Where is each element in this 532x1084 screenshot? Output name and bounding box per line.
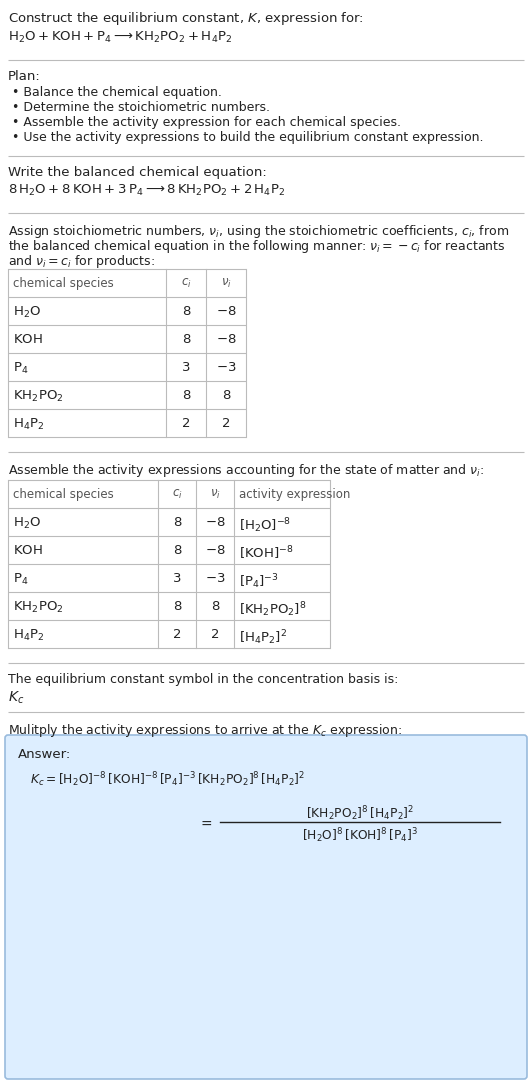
Text: $-8$: $-8$	[205, 544, 225, 557]
Text: $\mathrm{H_2O}$: $\mathrm{H_2O}$	[13, 305, 41, 320]
Text: $[\mathrm{KH_2PO_2}]^{8}$: $[\mathrm{KH_2PO_2}]^{8}$	[239, 601, 306, 619]
FancyBboxPatch shape	[5, 735, 527, 1079]
Text: $[\mathrm{P_4}]^{-3}$: $[\mathrm{P_4}]^{-3}$	[239, 572, 279, 591]
Text: 8: 8	[173, 601, 181, 612]
Text: The equilibrium constant symbol in the concentration basis is:: The equilibrium constant symbol in the c…	[8, 673, 398, 686]
Text: $\nu_i$: $\nu_i$	[210, 488, 220, 501]
Text: 8: 8	[182, 333, 190, 346]
Text: $-3$: $-3$	[216, 361, 236, 374]
Text: • Assemble the activity expression for each chemical species.: • Assemble the activity expression for e…	[12, 116, 401, 129]
Text: Assemble the activity expressions accounting for the state of matter and $\nu_i$: Assemble the activity expressions accoun…	[8, 462, 484, 479]
Text: 8: 8	[182, 389, 190, 402]
Text: Construct the equilibrium constant, $K$, expression for:: Construct the equilibrium constant, $K$,…	[8, 10, 364, 27]
Text: $K_c$: $K_c$	[8, 691, 24, 707]
Text: $[\mathrm{H_2O}]^{8}\,[\mathrm{KOH}]^{8}\,[\mathrm{P_4}]^{3}$: $[\mathrm{H_2O}]^{8}\,[\mathrm{KOH}]^{8}…	[302, 826, 418, 844]
Text: the balanced chemical equation in the following manner: $\nu_i = -c_i$ for react: the balanced chemical equation in the fo…	[8, 238, 505, 255]
Text: 2: 2	[173, 628, 181, 641]
Text: Write the balanced chemical equation:: Write the balanced chemical equation:	[8, 166, 267, 179]
Text: $\mathrm{H_4P_2}$: $\mathrm{H_4P_2}$	[13, 417, 44, 433]
Text: 8: 8	[211, 601, 219, 612]
Text: $K_c = [\mathrm{H_2O}]^{-8}\,[\mathrm{KOH}]^{-8}\,[\mathrm{P_4}]^{-3}\,[\mathrm{: $K_c = [\mathrm{H_2O}]^{-8}\,[\mathrm{KO…	[30, 770, 305, 789]
Text: Mulitply the activity expressions to arrive at the $K_c$ expression:: Mulitply the activity expressions to arr…	[8, 722, 402, 739]
Text: $c_i$: $c_i$	[172, 488, 182, 501]
Text: $=$: $=$	[197, 816, 212, 830]
Text: $\mathrm{H_4P_2}$: $\mathrm{H_4P_2}$	[13, 628, 44, 643]
Text: $\mathrm{KH_2PO_2}$: $\mathrm{KH_2PO_2}$	[13, 601, 63, 615]
Text: $-8$: $-8$	[205, 516, 225, 529]
Text: 2: 2	[211, 628, 219, 641]
Text: 2: 2	[222, 417, 230, 430]
Text: $\nu_i$: $\nu_i$	[221, 278, 231, 291]
Text: Assign stoichiometric numbers, $\nu_i$, using the stoichiometric coefficients, $: Assign stoichiometric numbers, $\nu_i$, …	[8, 223, 509, 240]
Text: 2: 2	[182, 417, 190, 430]
Text: chemical species: chemical species	[13, 488, 114, 501]
Text: activity expression: activity expression	[239, 488, 351, 501]
Text: $c_i$: $c_i$	[181, 278, 192, 291]
Text: $\mathrm{P_4}$: $\mathrm{P_4}$	[13, 361, 28, 376]
Text: $\mathrm{KOH}$: $\mathrm{KOH}$	[13, 333, 43, 346]
Text: $\mathrm{H_2O}$: $\mathrm{H_2O}$	[13, 516, 41, 531]
Text: $[\mathrm{H_4P_2}]^{2}$: $[\mathrm{H_4P_2}]^{2}$	[239, 628, 287, 647]
Text: $\mathrm{P_4}$: $\mathrm{P_4}$	[13, 572, 28, 588]
Text: 3: 3	[182, 361, 190, 374]
Text: $-8$: $-8$	[215, 305, 236, 318]
Text: $-8$: $-8$	[215, 333, 236, 346]
Text: $\mathrm{H_2O + KOH + P_4 \longrightarrow KH_2PO_2 + H_4P_2}$: $\mathrm{H_2O + KOH + P_4 \longrightarro…	[8, 30, 232, 46]
Text: • Balance the chemical equation.: • Balance the chemical equation.	[12, 86, 222, 99]
Text: 8: 8	[222, 389, 230, 402]
Text: $\mathrm{KOH}$: $\mathrm{KOH}$	[13, 544, 43, 557]
Text: $-3$: $-3$	[205, 572, 225, 585]
Text: • Use the activity expressions to build the equilibrium constant expression.: • Use the activity expressions to build …	[12, 131, 484, 144]
Text: $[\mathrm{KH_2PO_2}]^{8}\,[\mathrm{H_4P_2}]^{2}$: $[\mathrm{KH_2PO_2}]^{8}\,[\mathrm{H_4P_…	[306, 804, 414, 823]
Text: Plan:: Plan:	[8, 70, 41, 83]
Text: $[\mathrm{KOH}]^{-8}$: $[\mathrm{KOH}]^{-8}$	[239, 544, 294, 562]
Text: $\mathrm{8\,H_2O + 8\,KOH + 3\,P_4 \longrightarrow 8\,KH_2PO_2 + 2\,H_4P_2}$: $\mathrm{8\,H_2O + 8\,KOH + 3\,P_4 \long…	[8, 183, 285, 198]
Text: chemical species: chemical species	[13, 278, 114, 291]
Text: $\mathrm{KH_2PO_2}$: $\mathrm{KH_2PO_2}$	[13, 389, 63, 404]
Text: $[\mathrm{H_2O}]^{-8}$: $[\mathrm{H_2O}]^{-8}$	[239, 516, 291, 534]
Text: and $\nu_i = c_i$ for products:: and $\nu_i = c_i$ for products:	[8, 253, 155, 270]
Text: • Determine the stoichiometric numbers.: • Determine the stoichiometric numbers.	[12, 101, 270, 114]
Text: 8: 8	[173, 544, 181, 557]
Text: Answer:: Answer:	[18, 748, 71, 761]
Text: 3: 3	[173, 572, 181, 585]
Text: 8: 8	[173, 516, 181, 529]
Text: 8: 8	[182, 305, 190, 318]
